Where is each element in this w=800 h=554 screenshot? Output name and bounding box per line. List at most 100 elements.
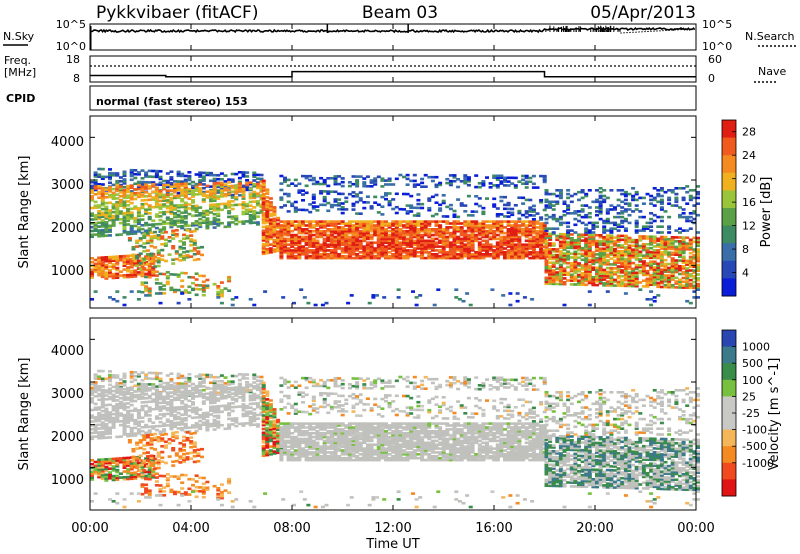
power-cell xyxy=(652,187,657,190)
power-cell xyxy=(165,222,170,225)
power-cell xyxy=(100,198,105,201)
power-cell xyxy=(577,235,582,238)
power-cell xyxy=(173,219,178,223)
power-cell xyxy=(605,253,610,256)
power-cell xyxy=(499,213,504,216)
power-cell xyxy=(521,213,526,217)
velocity-cell xyxy=(93,381,98,384)
power-cell xyxy=(513,251,518,254)
velocity-cell xyxy=(90,397,95,400)
power-cell xyxy=(649,264,654,267)
power-cell xyxy=(304,224,309,227)
power-cell xyxy=(205,278,210,282)
power-cell xyxy=(391,233,396,237)
power-cell xyxy=(492,203,497,206)
power-cell xyxy=(598,243,603,247)
power-cell xyxy=(463,222,468,225)
power-cell xyxy=(555,255,560,259)
power-cell xyxy=(663,285,668,289)
power-cell xyxy=(412,235,417,239)
power-cell xyxy=(333,178,338,182)
power-cell xyxy=(209,205,214,209)
power-cell xyxy=(122,200,127,203)
power-cell xyxy=(136,171,141,174)
power-cell xyxy=(169,208,174,211)
power-cell xyxy=(485,243,490,246)
power-cell xyxy=(616,223,621,227)
power-cell xyxy=(558,267,563,270)
power-cell xyxy=(524,253,529,256)
power-cell xyxy=(420,237,425,241)
power-cell xyxy=(551,265,556,268)
power-cell xyxy=(122,180,127,183)
freq-unit-label: [MHz] xyxy=(4,66,36,79)
power-cell xyxy=(548,257,553,261)
power-cell xyxy=(542,178,547,182)
power-cell xyxy=(227,225,232,228)
power-cell xyxy=(566,196,571,200)
power-cell xyxy=(337,247,342,250)
power-cell xyxy=(355,253,360,256)
power-cell xyxy=(535,237,540,241)
power-cell xyxy=(409,222,414,225)
power-cell xyxy=(420,222,425,225)
power-cell xyxy=(587,239,592,243)
power-cell xyxy=(362,231,367,235)
velocity-cell xyxy=(126,406,131,409)
power-cell xyxy=(423,173,428,177)
power-cell xyxy=(466,226,471,229)
power-cell xyxy=(544,217,549,221)
power-cell xyxy=(544,221,549,225)
power-cell xyxy=(373,179,378,182)
power-cell xyxy=(387,226,392,229)
power-cell xyxy=(616,204,621,207)
power-cell xyxy=(144,212,149,215)
power-cell xyxy=(151,274,156,277)
power-cell xyxy=(438,251,443,254)
power-cell xyxy=(362,229,367,233)
power-cell xyxy=(524,254,529,258)
power-cell xyxy=(97,229,102,232)
power-cell xyxy=(481,253,486,256)
power-cell xyxy=(584,272,589,275)
power-cell xyxy=(122,229,127,232)
power-cell xyxy=(573,242,578,246)
power-cell xyxy=(485,224,490,227)
power-cell xyxy=(209,207,214,210)
power-cell xyxy=(333,220,338,223)
power-cell xyxy=(566,212,571,215)
velocity-cell xyxy=(144,385,149,388)
power-cell xyxy=(151,272,156,275)
velocity-cell xyxy=(122,413,127,417)
power-cell xyxy=(384,251,389,254)
power-cell xyxy=(463,204,468,207)
power-cell xyxy=(409,228,414,231)
power-cell xyxy=(678,278,683,282)
power-cell xyxy=(286,220,291,223)
power-cell xyxy=(272,223,277,226)
power-cell xyxy=(670,189,675,192)
power-cell xyxy=(365,220,370,223)
power-cell xyxy=(631,240,636,244)
velocity-cell xyxy=(115,402,120,406)
velocity-cell xyxy=(93,395,98,398)
power-cell xyxy=(140,193,145,196)
power-cell xyxy=(292,301,297,305)
power-cell xyxy=(373,233,378,237)
power-cell xyxy=(517,249,522,252)
power-cell xyxy=(580,275,585,279)
power-cell xyxy=(584,260,589,264)
power-cell xyxy=(398,207,403,211)
power-cell xyxy=(154,198,159,201)
power-cell xyxy=(167,253,172,256)
power-cell xyxy=(311,253,316,256)
power-cell xyxy=(129,186,134,189)
power-cell xyxy=(304,231,309,235)
power-cell xyxy=(183,178,188,182)
power-cell xyxy=(133,224,138,228)
power-cell xyxy=(470,241,475,244)
power-cell xyxy=(380,195,385,199)
power-cell xyxy=(93,233,98,236)
power-cell xyxy=(528,239,533,243)
